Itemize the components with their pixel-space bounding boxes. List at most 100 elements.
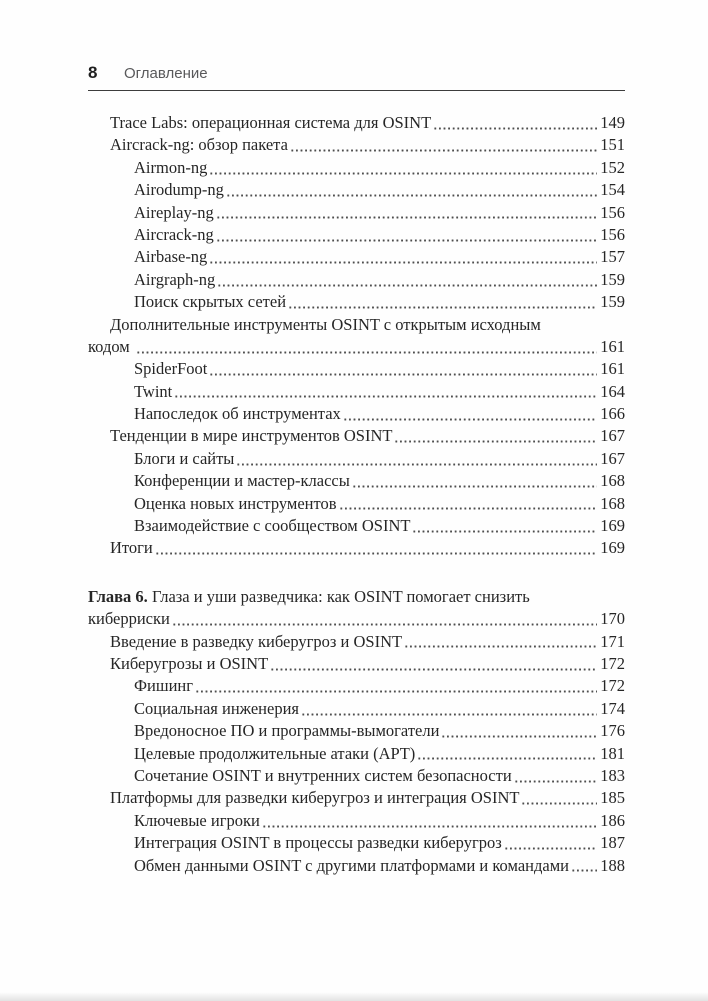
- page-header: 8 Оглавление: [88, 63, 625, 91]
- dot-leader: [570, 854, 598, 877]
- dot-leader: [135, 335, 598, 359]
- toc-entry: Платформы для разведки киберугроз и инте…: [88, 787, 625, 810]
- toc-page-number: 188: [600, 855, 625, 875]
- toc-page-number: 157: [600, 247, 625, 267]
- header-rule: [88, 90, 625, 91]
- dot-leader: [209, 246, 598, 269]
- toc-entry-text: Aircrack-ng: обзор пакета: [110, 135, 288, 155]
- toc-entry: Ключевые игроки 186: [88, 809, 625, 833]
- toc-entry: Фишинг 172: [88, 675, 625, 698]
- toc-entry-text: Поиск скрытых сетей: [134, 292, 287, 312]
- toc-entry-text: Напоследок об инструментах: [134, 404, 341, 424]
- toc-entry: Взаимодействие с сообществом OSINT 169: [88, 515, 625, 538]
- dot-leader: [154, 537, 598, 560]
- dot-leader: [404, 630, 598, 653]
- toc-entry-text: Ключевые игроки: [134, 810, 260, 830]
- dot-leader: [270, 652, 598, 676]
- toc-page-number: 159: [600, 292, 625, 312]
- toc-page-number: 151: [600, 135, 625, 155]
- toc-entry-wrap: кодом 161: [88, 335, 625, 359]
- dot-leader: [433, 112, 598, 135]
- toc-entry-text: Airgraph-ng: [134, 269, 216, 289]
- toc-page-number: 161: [600, 336, 625, 356]
- toc-entry: Aireplay-ng 156: [88, 201, 625, 224]
- toc-entry: Итоги 169: [88, 537, 625, 560]
- toc-entry: Twint 164: [88, 380, 625, 404]
- toc-entry-text: SpiderFoot: [134, 359, 208, 379]
- toc-page-number: 156: [600, 224, 625, 244]
- toc-entry-text: Итоги: [110, 538, 153, 558]
- toc-entry: Поиск скрытых сетей 159: [88, 291, 625, 314]
- toc-page-number: 169: [600, 516, 625, 536]
- toc-entry: Airgraph-ng 159: [88, 268, 625, 292]
- dot-leader: [351, 470, 598, 493]
- toc-page-number: 170: [600, 609, 625, 629]
- dot-leader: [503, 832, 598, 855]
- toc-page-number: 167: [600, 448, 625, 468]
- toc-page-number: 166: [600, 404, 625, 424]
- toc-page-number: 168: [600, 471, 625, 491]
- dot-leader: [215, 223, 598, 247]
- dot-leader: [174, 380, 598, 404]
- toc-entry-text: Фишинг: [134, 676, 193, 696]
- toc-entry: Trace Labs: операционная система для OSI…: [88, 112, 625, 135]
- dot-leader: [301, 697, 598, 721]
- toc-entry-text: Тенденции в мире инструментов OSINT: [110, 426, 393, 446]
- toc-page-number: 154: [600, 180, 625, 200]
- toc-entry: Airbase-ng 157: [88, 246, 625, 269]
- toc-entry: Airmon-ng 152: [88, 156, 625, 180]
- toc-entry-text: Обмен данными OSINT с другими платформам…: [134, 855, 569, 875]
- toc-entry: SpiderFoot 161: [88, 358, 625, 381]
- chapter-heading-wrap: киберриски 170: [88, 608, 625, 631]
- toc-entry-text: Airmon-ng: [134, 157, 208, 177]
- toc-page-number: 168: [600, 493, 625, 513]
- dot-leader: [171, 608, 598, 631]
- toc-entry-text: Оценка новых инструментов: [134, 493, 337, 513]
- chapter-label: Глава 6.: [88, 586, 148, 606]
- dot-leader: [261, 809, 598, 833]
- toc-entry-text: Взаимодействие с сообществом OSINT: [134, 516, 411, 536]
- toc-entry-text: киберриски: [88, 609, 170, 629]
- toc-entry: Вредоносное ПО и программы-вымогатели 176: [88, 720, 625, 743]
- toc-entry: Интеграция OSINT в процессы разведки киб…: [88, 832, 625, 855]
- toc-page-number: 164: [600, 381, 625, 401]
- toc-entry-text: Вредоносное ПО и программы-вымогатели: [134, 721, 440, 741]
- dot-leader: [217, 268, 598, 292]
- toc-page-number: 167: [600, 426, 625, 446]
- toc-page-number: 169: [600, 538, 625, 558]
- dot-leader: [394, 425, 598, 448]
- toc-entry-text: Сочетание OSINT и внутренних систем безо…: [134, 765, 512, 785]
- dot-leader: [288, 291, 598, 314]
- page-number: 8: [88, 63, 98, 82]
- dot-leader: [225, 179, 598, 202]
- toc-entry: Напоследок об инструментах 166: [88, 403, 625, 426]
- dot-leader: [195, 675, 598, 698]
- dot-leader: [412, 515, 598, 538]
- running-title: Оглавление: [123, 65, 208, 82]
- toc-entry-text: Конференции и мастер-классы: [134, 471, 350, 491]
- dot-leader: [236, 447, 598, 471]
- toc-page-number: 172: [600, 653, 625, 673]
- dot-leader: [209, 358, 598, 381]
- toc-page-number: 152: [600, 157, 625, 177]
- toc-entry: Киберугрозы и OSINT 172: [88, 652, 625, 676]
- toc-entry: Введение в разведку киберугроз и OSINT 17…: [88, 630, 625, 653]
- toc-entry-text: Aireplay-ng: [134, 202, 214, 222]
- dot-leader: [441, 720, 598, 743]
- toc-entry-text: Платформы для разведки киберугроз и инте…: [110, 788, 520, 808]
- toc-entry: Дополнительные инструменты OSINT с откры…: [88, 314, 625, 336]
- dot-leader: [209, 156, 598, 180]
- toc-entry: Aircrack-ng 156: [88, 223, 625, 247]
- toc-page-number: 187: [600, 833, 625, 853]
- toc-entry: Оценка новых инструментов 168: [88, 492, 625, 516]
- toc-entry: Конференции и мастер-классы 168: [88, 470, 625, 493]
- dot-leader: [289, 134, 598, 157]
- toc-entry-text: Aircrack-ng: [134, 224, 214, 244]
- toc-entry-text: Социальная инженерия: [134, 698, 299, 718]
- toc-page-number: 156: [600, 202, 625, 222]
- toc-entry-text: Trace Labs: операционная система для OSI…: [110, 113, 432, 132]
- dot-leader: [513, 764, 598, 788]
- toc-entry-text: Airbase-ng: [134, 247, 208, 267]
- toc-entry: Airodump-ng 154: [88, 179, 625, 202]
